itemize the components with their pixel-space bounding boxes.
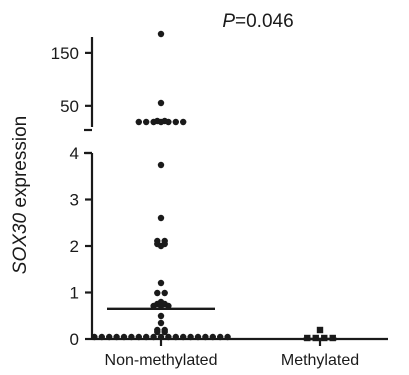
point-0-39 [135,333,142,341]
title-p-value: =0.046 [235,11,294,32]
point-0-43 [165,333,172,341]
point-0-37 [120,333,128,341]
chart-title: P=0.046 [222,11,293,32]
x-tick-label-0: Non-methylated [105,352,218,369]
point-0-8 [165,118,172,126]
point-0-34 [98,333,106,341]
point-0-49 [209,333,216,341]
y-label-gene: SOX30 [10,213,31,275]
point-0-33 [91,333,98,341]
y-tick-label-4: 4 [70,144,79,163]
title-p-symbol: P [222,11,235,32]
y-label-rest: expression [10,116,31,213]
y-tick-label-150: 150 [51,44,79,63]
point-0-45 [180,333,187,341]
point-0-11 [157,161,165,169]
point-0-42 [157,333,165,341]
y-tick-label-2: 2 [70,237,79,256]
y-tick-label-0: 0 [70,330,79,349]
point-0-40 [143,333,150,341]
point-0-44 [172,333,179,341]
point-0-17 [157,242,165,250]
point-0-51 [224,333,231,341]
point-0-18 [157,279,165,287]
point-0-1 [157,99,165,107]
point-0-41 [150,333,157,341]
y-tick-label-1: 1 [70,284,79,303]
point-0-20 [161,289,168,297]
x-tick-labels: Non-methylated Methylated [105,352,360,369]
point-0-27 [157,312,165,320]
point-0-46 [187,333,194,341]
point-0-0 [157,30,165,38]
point-1-0 [316,326,324,334]
point-0-38 [128,333,135,341]
point-0-36 [113,333,120,341]
point-0-7 [157,118,165,126]
point-0-10 [180,118,187,126]
y-tick-label-3: 3 [70,191,79,210]
point-0-35 [106,333,113,341]
point-0-5 [143,118,150,126]
point-0-28 [157,319,165,327]
point-0-31 [154,328,161,336]
point-0-32 [161,328,168,336]
point-0-12 [157,214,165,222]
y-tick-label-50: 50 [60,97,79,116]
point-0-6 [150,118,157,126]
y-axis-label: SOX30 expression [10,116,31,274]
data-marks [91,30,337,342]
point-0-47 [194,333,202,341]
point-0-19 [154,289,161,297]
point-0-9 [172,118,179,126]
axes: 0 1 2 3 4 50 150 [51,37,388,349]
point-0-48 [202,333,209,341]
point-0-50 [217,333,224,341]
point-0-4 [135,118,142,126]
x-tick-label-1: Methylated [281,352,359,369]
